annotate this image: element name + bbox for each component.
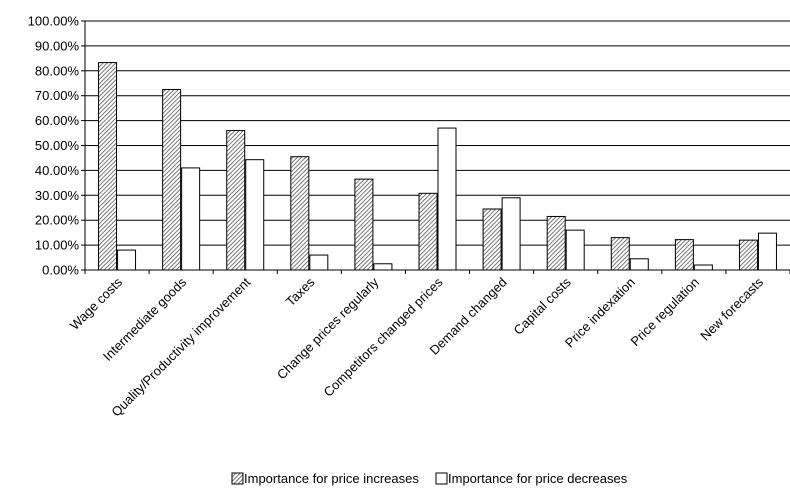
bar-price-increases [226, 130, 246, 271]
y-tick-label: 10.00% [35, 238, 80, 253]
bar-price-increases [610, 237, 630, 271]
bar-price-increases [418, 192, 438, 271]
bar-price-increases [674, 239, 694, 271]
bars [98, 62, 777, 271]
y-tick-label: 100.00% [28, 14, 80, 29]
legend-label-decreases: Importance for price decreases [448, 471, 628, 486]
legend-label-increases: Importance for price increases [244, 471, 419, 486]
y-tick-label: 40.00% [35, 163, 80, 178]
bar-price-increases [482, 208, 502, 271]
bar-price-decreases [501, 197, 521, 271]
y-tick-label: 50.00% [35, 138, 80, 153]
x-category-label: Price regulation [628, 275, 702, 349]
y-tick-label: 70.00% [35, 88, 80, 103]
legend-swatch-increases [231, 472, 244, 485]
y-axis-ticks: 0.00% 10.00% 20.00% 30.00% 40.00% 50.00% 60.00… [28, 14, 85, 278]
bar-price-increases [354, 178, 374, 271]
x-category-label: Competitors changed prices [321, 274, 446, 399]
bar-price-decreases [757, 232, 777, 271]
y-tick-label: 0.00% [42, 263, 79, 278]
bar-price-increases [546, 215, 566, 271]
bar-price-decreases [309, 254, 329, 271]
bar-price-decreases [437, 127, 457, 271]
x-category-label: Quality/Productivity improvement [108, 274, 253, 419]
bar-price-decreases [245, 159, 265, 271]
y-tick-label: 90.00% [35, 38, 80, 53]
bar-price-increases [162, 88, 182, 271]
bar-price-decreases [181, 167, 201, 271]
bar-price-increases [290, 156, 310, 271]
bar-price-decreases [629, 258, 649, 271]
x-category-label: New forecasts [697, 274, 766, 343]
bar-price-decreases [693, 264, 713, 271]
y-tick-label: 30.00% [35, 188, 80, 203]
bar-price-increases [98, 62, 118, 271]
bar-price-increases [738, 239, 758, 271]
x-category-label: Price indexation [562, 275, 638, 351]
y-tick-label: 60.00% [35, 113, 80, 128]
bar-price-decreases [565, 229, 585, 271]
x-category-label: Wage costs [67, 274, 126, 333]
legend: Importance for price increases Importanc… [231, 471, 628, 486]
y-tick-label: 80.00% [35, 63, 80, 78]
x-category-label: Taxes [283, 274, 318, 309]
axes [84, 21, 790, 274]
legend-swatch-decreases [435, 472, 448, 485]
y-tick-label: 20.00% [35, 213, 80, 228]
bar-price-decreases [117, 249, 137, 271]
bar-price-decreases [373, 263, 393, 271]
x-category-label: Capital costs [511, 274, 575, 338]
